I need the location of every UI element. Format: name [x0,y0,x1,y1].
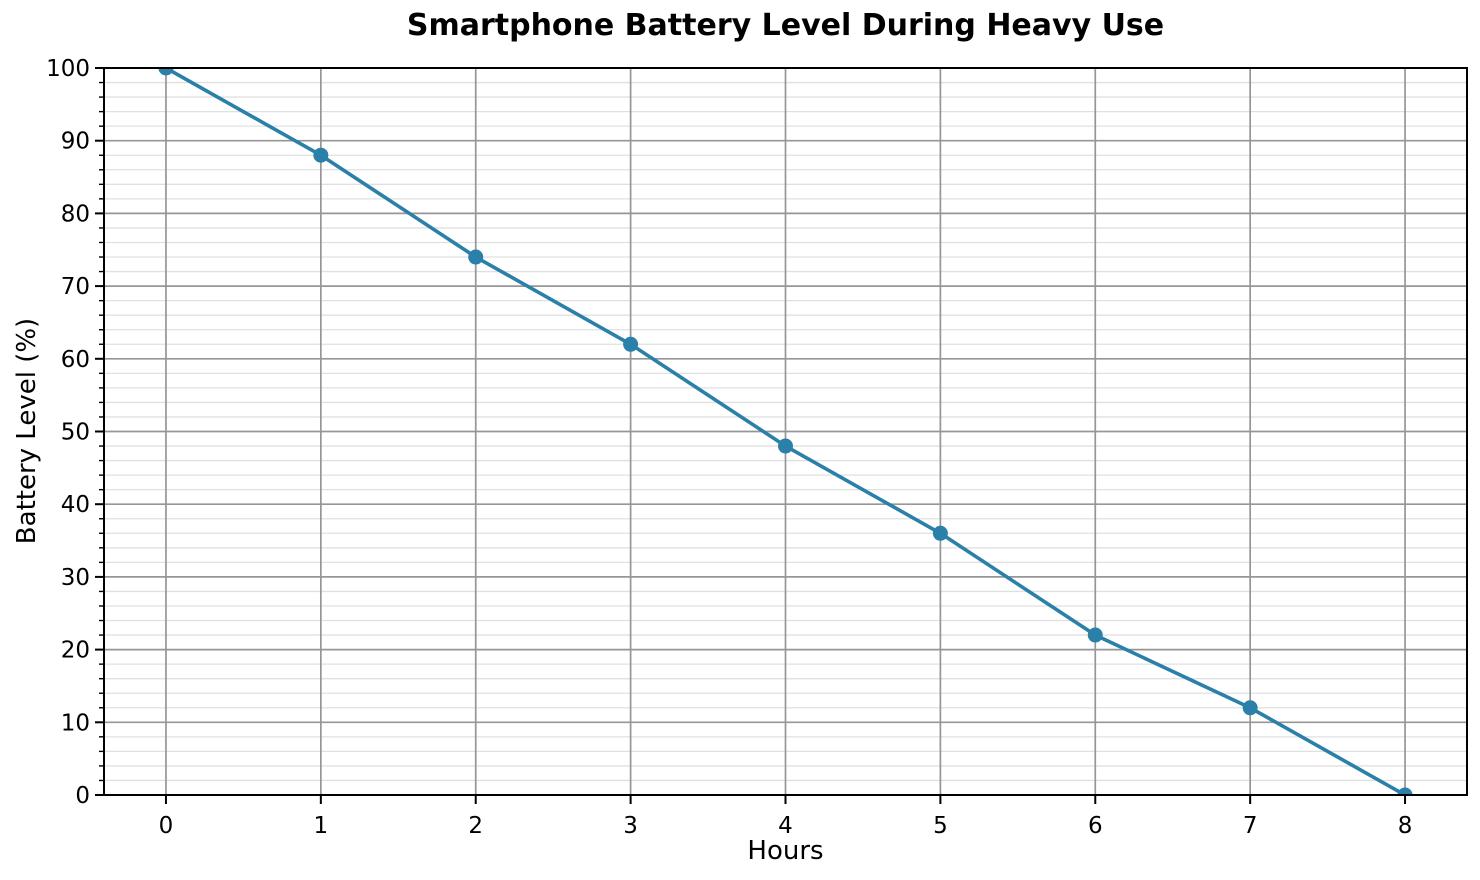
x-tick-label: 0 [159,813,174,839]
data-point [1242,700,1258,716]
data-point [468,249,484,265]
y-tick-labels: 0 10 20 30 40 50 60 70 80 90 100 [46,56,90,809]
series-battery-level [158,68,1413,795]
data-point [158,68,174,76]
x-ticks-major [164,795,1407,804]
y-tick-label: 50 [61,420,90,446]
y-tick-label: 40 [61,492,90,518]
y-tick-label: 80 [61,201,90,227]
x-tick-label: 3 [623,813,638,839]
y-tick-label: 10 [61,710,90,736]
chart-title: Smartphone Battery Level During Heavy Us… [406,8,1165,43]
data-point [932,525,948,541]
data-point [1397,787,1413,795]
data-points [158,68,1413,795]
data-point [1087,627,1103,643]
y-tick-label: 100 [46,56,90,82]
y-ticks-major [95,67,104,796]
y-tick-label: 90 [61,129,90,155]
y-tick-label: 60 [61,347,90,373]
y-tick-label: 70 [61,274,90,300]
x-tick-label: 2 [468,813,483,839]
x-grid-major [165,68,1406,795]
x-tick-label: 5 [933,813,948,839]
data-point [778,438,793,454]
x-tick-labels: 0 1 2 3 4 5 6 7 8 [159,813,1413,839]
y-tick-label: 20 [61,638,90,664]
y-ticks-minor [99,81,104,782]
y-tick-label: 30 [61,565,90,591]
x-tick-label: 8 [1398,813,1413,839]
x-tick-label: 6 [1088,813,1103,839]
x-axis-label: Hours [747,836,824,866]
x-tick-label: 4 [778,813,793,839]
data-point [313,147,329,163]
data-point [623,336,639,352]
x-tick-label: 1 [314,813,329,839]
y-tick-label: 0 [75,783,90,809]
x-tick-label: 7 [1243,813,1258,839]
